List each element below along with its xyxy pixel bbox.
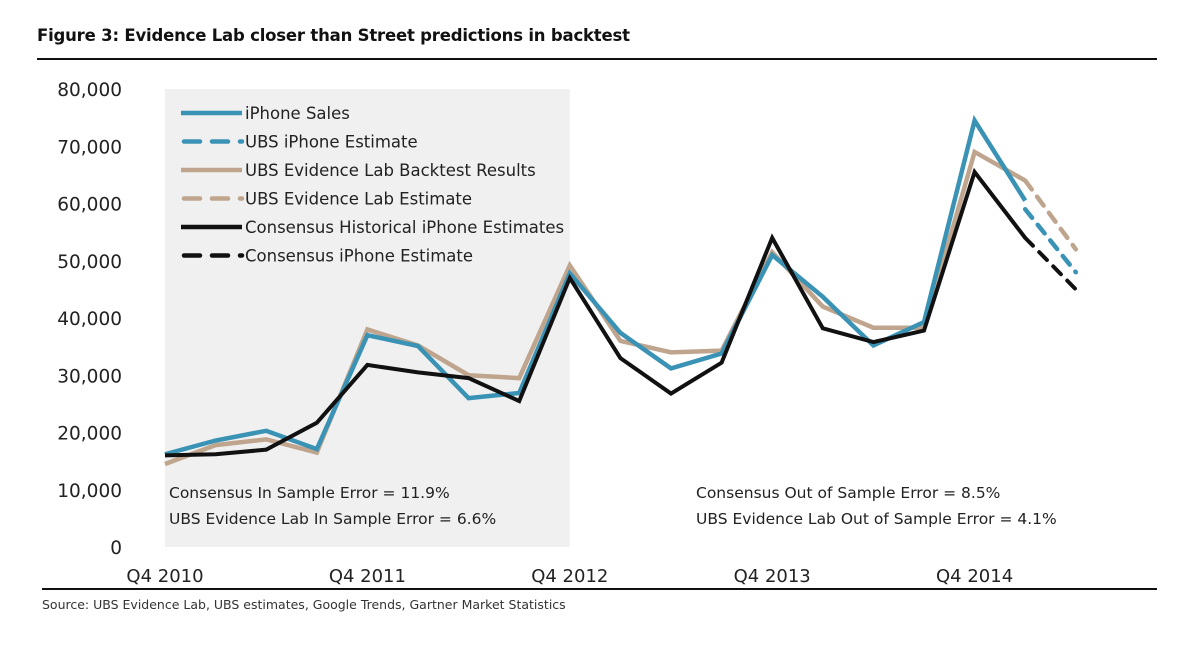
legend-label: UBS Evidence Lab Backtest Results (245, 161, 536, 180)
y-tick-label: 70,000 (57, 137, 122, 158)
in-sample-evidence-lab-error: UBS Evidence Lab In Sample Error = 6.6% (169, 510, 496, 528)
legend-label: UBS iPhone Estimate (245, 133, 418, 152)
legend-label: Consensus iPhone Estimate (245, 247, 473, 266)
y-tick-label: 40,000 (57, 309, 122, 330)
legend-item: Consensus Historical iPhone Estimates (181, 218, 564, 237)
x-tick-label: Q4 2014 (936, 566, 1013, 587)
legend: iPhone Sales UBS iPhone Estimate UBS Evide… (181, 104, 564, 266)
in-sample-consensus-error: Consensus In Sample Error = 11.9% (169, 484, 450, 502)
y-tick-label: 30,000 (57, 366, 122, 387)
series-lines (164, 114, 1079, 467)
in-sample-shaded-region (165, 89, 570, 547)
out-of-sample-consensus-error: Consensus Out of Sample Error = 8.5% (696, 484, 1000, 502)
series-line-consensus-iphone-estimate (1023, 235, 1078, 292)
title-rule (37, 58, 1157, 60)
legend-item: UBS Evidence Lab Backtest Results (181, 161, 536, 180)
legend-item: UBS Evidence Lab Estimate (181, 190, 472, 209)
x-tick-label: Q4 2011 (329, 566, 406, 587)
x-axis-rule (42, 588, 1157, 590)
series-line-consensus-historical-iphone-estimates (164, 167, 1027, 458)
legend-label: iPhone Sales (245, 104, 350, 123)
y-tick-label: 20,000 (57, 424, 122, 445)
series-line-ubs-evidence-lab-estimate (1022, 178, 1079, 252)
legend-item: Consensus iPhone Estimate (181, 247, 473, 266)
legend-label: Consensus Historical iPhone Estimates (245, 218, 564, 237)
x-tick-label: Q4 2010 (126, 566, 203, 587)
x-axis-ticks: Q4 2010 Q4 2011 Q4 2012 Q4 2013 Q4 2014 (126, 566, 1013, 587)
y-axis-ticks: 0 10,000 20,000 30,000 40,000 50,000 60,000 70,… (57, 80, 122, 559)
figure-title: Figure 3: Evidence Lab closer than Stree… (37, 26, 630, 45)
legend-item: UBS iPhone Estimate (181, 133, 418, 152)
series-line-ubs-iphone-estimate (1022, 206, 1079, 275)
out-of-sample-evidence-lab-error: UBS Evidence Lab Out of Sample Error = 4… (696, 510, 1057, 528)
source-note: Source: UBS Evidence Lab, UBS estimates,… (42, 597, 566, 612)
y-tick-label: 0 (110, 538, 122, 559)
y-tick-label: 60,000 (57, 195, 122, 216)
legend-label: UBS Evidence Lab Estimate (245, 190, 472, 209)
x-tick-label: Q4 2012 (531, 566, 608, 587)
y-tick-label: 80,000 (57, 80, 122, 101)
x-tick-label: Q4 2013 (734, 566, 811, 587)
y-tick-label: 50,000 (57, 252, 122, 273)
y-tick-label: 10,000 (57, 481, 122, 502)
legend-item: iPhone Sales (181, 104, 350, 123)
